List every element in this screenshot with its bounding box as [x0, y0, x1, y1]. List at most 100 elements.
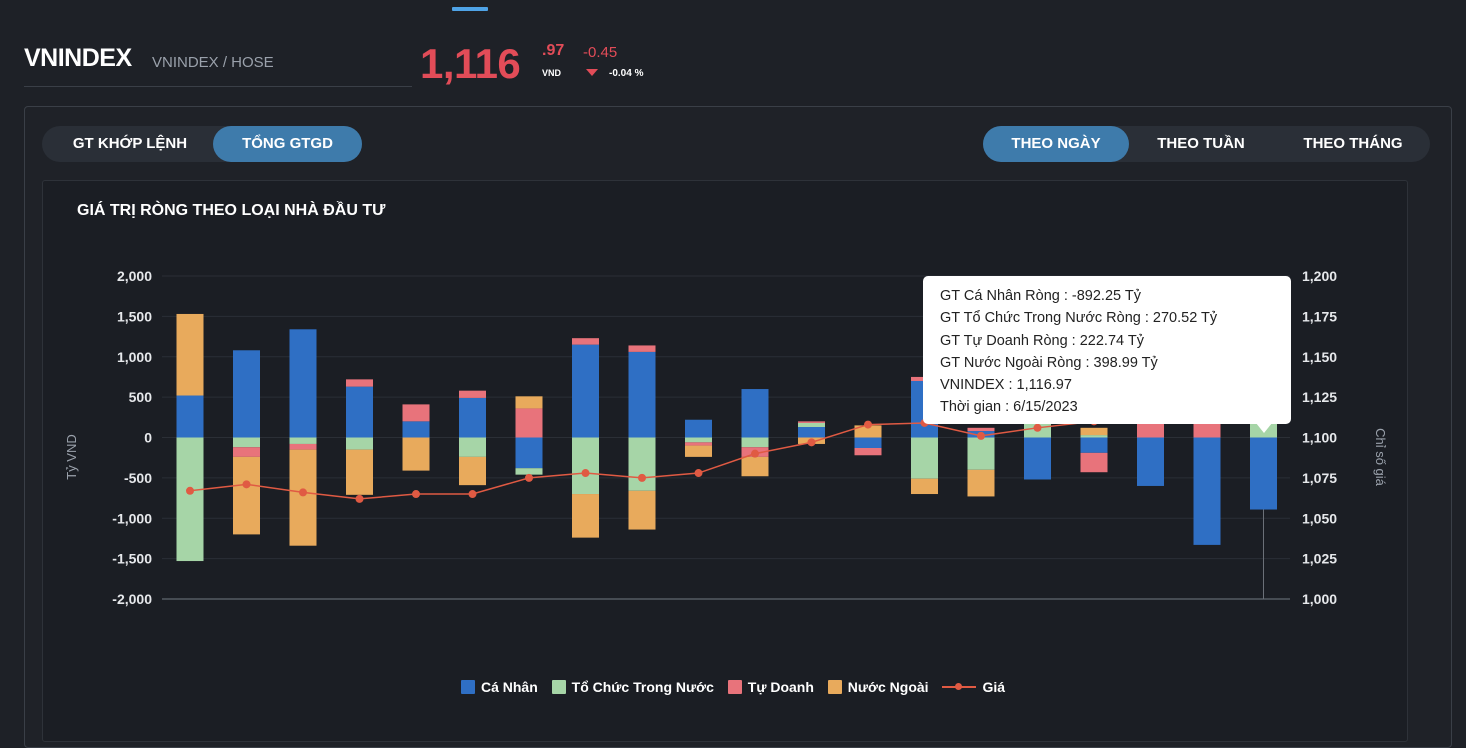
bar-nuoc_ngoai: [967, 469, 995, 497]
bar-to_chuc: [798, 422, 825, 428]
bar-ca_nhan: [289, 329, 317, 438]
net-value-chart: 2,000 1,500 1,000 500 0 -500 -1,000 -1,500 -2,00…: [64, 268, 1388, 607]
bar-tu_doanh: [685, 442, 712, 446]
legend-swatch: [827, 680, 842, 695]
price-point: [694, 469, 703, 478]
legend-swatch: [551, 680, 566, 695]
bar-nuoc_ngoai: [572, 494, 599, 538]
bar-to_chuc: [911, 437, 938, 479]
y-tick-label: 1,500: [117, 308, 152, 324]
toggle-theo-thang[interactable]: THEO THÁNG: [1303, 135, 1403, 152]
bar-tu_doanh: [854, 447, 882, 456]
toggle-tong-gtgd[interactable]: TỔNG GTGD: [213, 126, 362, 162]
y2-tick-label: 1,000: [1302, 591, 1337, 607]
bar-tu_doanh: [798, 421, 825, 423]
toggle-gt-khop-lenh[interactable]: GT KHỚP LỆNH: [72, 135, 188, 152]
price-change-percent: -0.04 %: [609, 68, 644, 79]
tooltip-pointer: [1256, 423, 1272, 433]
bar-ca_nhan: [685, 419, 712, 438]
price-unit: VND: [542, 68, 562, 78]
bar-to_chuc: [346, 437, 373, 450]
bar-to_chuc: [176, 437, 204, 562]
bar-ca_nhan: [572, 344, 599, 438]
tooltip-ca-nhan: GT Cá Nhân Ròng : -892.25 Tỷ: [940, 288, 1141, 304]
chart-title: GIÁ TRỊ RÒNG THEO LOẠI NHÀ ĐẦU TƯ: [77, 202, 386, 219]
bar-ca_nhan: [741, 389, 769, 438]
y-tick-label: 2,000: [117, 268, 152, 284]
bar-nuoc_ngoai: [628, 490, 656, 530]
bar-tu_doanh: [572, 338, 599, 345]
toggle-theo-ngay[interactable]: THEO NGÀY: [983, 126, 1129, 162]
price-integer: 1,116: [420, 40, 521, 87]
bar-to_chuc: [515, 468, 543, 475]
legend-to-chuc[interactable]: Tổ Chức Trong Nước: [551, 679, 714, 695]
chart-tooltip: GT Cá Nhân Ròng : -892.25 Tỷ GT Tổ Chức …: [923, 276, 1291, 424]
y2-tick-label: 1,050: [1302, 510, 1337, 526]
bar-tu_doanh: [967, 427, 995, 432]
bar-ca_nhan: [346, 386, 373, 438]
tooltip-to-chuc: GT Tổ Chức Trong Nước Ròng : 270.52 Tỷ: [940, 310, 1218, 327]
bar-tu_doanh: [1080, 452, 1108, 473]
price-point: [807, 438, 816, 447]
period-toggle: THEO NGÀY THEO TUẦN THEO THÁNG: [983, 126, 1430, 162]
bar-to_chuc: [233, 437, 260, 448]
toggle-theo-tuan[interactable]: THEO TUẦN: [1157, 135, 1245, 152]
bar-nuoc_ngoai: [854, 425, 882, 438]
bar-nuoc_ngoai: [176, 313, 204, 396]
bar-ca_nhan: [854, 437, 882, 448]
price-block: 1,116 .97 VND -0.45 -0.04 %: [420, 38, 680, 88]
bar-tu_doanh: [459, 390, 486, 398]
price-point: [638, 473, 646, 482]
legend-line-icon: [942, 680, 977, 694]
tooltip-tu-doanh: GT Tự Doanh Ròng : 222.74 Tỷ: [940, 332, 1144, 349]
bar-to_chuc: [459, 437, 486, 457]
price-point: [186, 486, 194, 495]
chart-legend: Cá Nhân Tổ Chức Trong Nước Tự Doanh Nước…: [0, 678, 1466, 698]
y2-axis-label: Chỉ số giá: [1373, 428, 1388, 487]
bar-tu_doanh: [233, 447, 260, 457]
bar-ca_nhan: [459, 397, 486, 438]
y-tick-label: 0: [144, 430, 152, 446]
y2-tick-label: 1,075: [1302, 470, 1337, 486]
bar-to_chuc: [572, 437, 599, 495]
down-arrow-icon: [586, 69, 598, 76]
price-point: [864, 420, 872, 429]
tooltip-nuoc-ngoai: GT Nước Ngoài Ròng : 398.99 Tỷ: [940, 354, 1158, 371]
bar-nuoc_ngoai: [685, 445, 712, 457]
bar-to_chuc: [741, 437, 769, 448]
price-point: [581, 469, 590, 478]
legend-swatch: [460, 680, 475, 695]
bar-ca_nhan: [1080, 437, 1108, 453]
bar-nuoc_ngoai: [289, 449, 317, 546]
y-tick-label: 1,000: [117, 349, 152, 365]
bar-ca_nhan: [1137, 437, 1164, 486]
legend-ca-nhan[interactable]: Cá Nhân: [460, 679, 538, 695]
y-tick-label: 500: [129, 389, 153, 405]
price-decimal: .97: [542, 42, 565, 59]
index-header: VNINDEX VNINDEX / HOSE: [24, 42, 412, 87]
bar-tu_doanh: [628, 345, 656, 352]
price-point: [751, 449, 759, 458]
bar-to_chuc: [1080, 435, 1108, 438]
price-point: [525, 473, 533, 482]
value-type-toggle: GT KHỚP LỆNH TỔNG GTGD: [42, 126, 362, 162]
price-point: [242, 480, 251, 489]
bar-nuoc_ngoai: [459, 456, 486, 486]
legend-nuoc-ngoai[interactable]: Nước Ngoài: [827, 679, 929, 695]
y2-tick-label: 1,025: [1302, 551, 1337, 567]
y2-tick-label: 1,100: [1302, 430, 1337, 446]
bar-nuoc_ngoai: [741, 456, 769, 477]
bar-nuoc_ngoai: [515, 396, 543, 409]
bar-ca_nhan: [176, 395, 204, 438]
legend-tu-doanh[interactable]: Tự Doanh: [727, 679, 814, 695]
legend-gia[interactable]: Giá: [942, 679, 1005, 695]
bar-ca_nhan: [233, 350, 260, 438]
price-point: [468, 490, 477, 499]
price-point: [1033, 423, 1042, 432]
price-point: [299, 488, 307, 497]
bar-ca_nhan: [1193, 437, 1221, 545]
bar-to_chuc: [628, 437, 656, 491]
price-change: -0.45: [583, 44, 618, 61]
bar-nuoc_ngoai: [1080, 427, 1108, 436]
bar-tu_doanh: [515, 408, 543, 438]
